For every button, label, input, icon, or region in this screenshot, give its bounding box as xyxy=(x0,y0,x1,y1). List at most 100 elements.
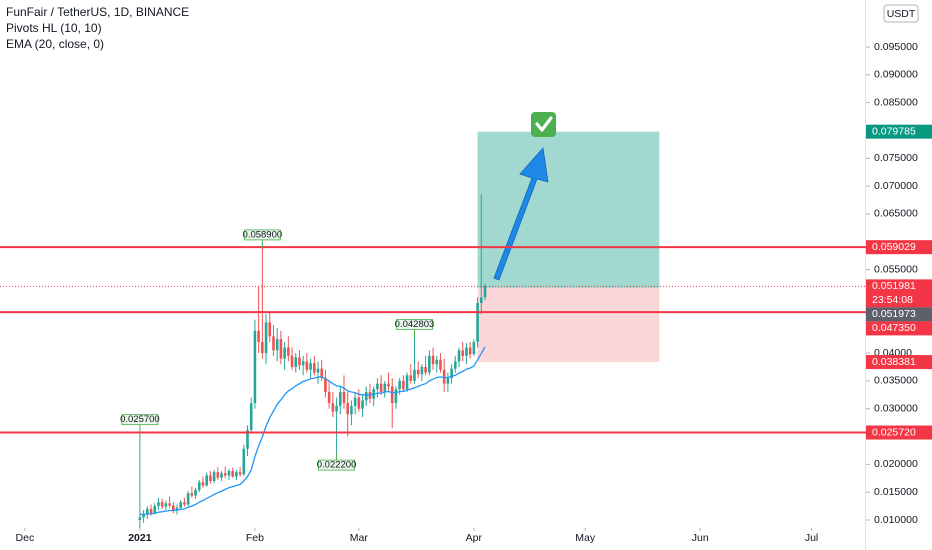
candle-body xyxy=(439,359,442,370)
candle-body xyxy=(142,514,145,518)
candle-body xyxy=(298,357,301,366)
candle-body xyxy=(450,368,453,379)
x-tick-label: Feb xyxy=(246,532,264,544)
x-tick-label: Jul xyxy=(805,532,818,544)
unit-box[interactable] xyxy=(883,4,919,23)
price-tag-label: 0.051973 xyxy=(872,308,916,320)
candle-body xyxy=(238,472,242,475)
pivot-label: 0.042803 xyxy=(395,319,435,330)
candle-body xyxy=(483,286,487,298)
candle-body xyxy=(157,502,160,507)
candle-body xyxy=(272,336,275,351)
candle-body xyxy=(468,347,472,355)
price-tag-label: 0.038381 xyxy=(872,356,916,368)
candle-body xyxy=(465,347,468,356)
candle-body xyxy=(379,383,383,393)
candle-body xyxy=(216,472,220,478)
candle-body xyxy=(331,403,335,412)
price-tag-label: 0.051981 xyxy=(872,280,916,292)
target-zone xyxy=(477,131,660,288)
candle-body xyxy=(209,475,212,482)
pivot-box xyxy=(243,229,281,241)
price-tag xyxy=(866,279,932,308)
candle-body xyxy=(223,473,227,476)
y-tick-label: 0.010000 xyxy=(874,514,918,526)
price-tag xyxy=(866,240,932,255)
candle-body xyxy=(275,339,279,351)
y-tick-label: 0.065000 xyxy=(874,208,918,220)
candle-body xyxy=(194,489,197,496)
price-tag-label: 0.047350 xyxy=(872,322,916,334)
check-mark xyxy=(535,116,553,132)
candle-body xyxy=(287,347,290,356)
candle-body xyxy=(290,355,294,367)
pivot-box xyxy=(396,319,433,330)
price-tag xyxy=(866,321,932,336)
candle-body xyxy=(227,471,231,476)
candle-body xyxy=(312,363,316,373)
candle-body xyxy=(361,400,364,409)
candle-body xyxy=(264,322,268,354)
y-tick-label: 0.055000 xyxy=(874,263,918,275)
candle-body xyxy=(327,392,331,404)
candle-body xyxy=(338,392,342,406)
candle-body xyxy=(428,355,431,373)
candle-body xyxy=(442,369,446,384)
candle-body xyxy=(175,507,179,510)
candle-body xyxy=(301,361,305,366)
price-tag-label: 23:54:08 xyxy=(872,294,913,306)
candle-body xyxy=(190,493,194,496)
candle-body xyxy=(405,375,409,390)
y-tick-label: 0.015000 xyxy=(874,486,918,498)
candle-body xyxy=(461,350,465,356)
y-tick-label: 0.075000 xyxy=(874,152,918,164)
price-tag-label: 0.079785 xyxy=(872,125,916,137)
candle-body xyxy=(398,380,401,390)
candle-body xyxy=(186,493,190,505)
candle-body xyxy=(413,369,416,381)
y-tick-label: 0.020000 xyxy=(874,458,918,470)
candle-body xyxy=(164,503,168,507)
y-tick-label: 0.090000 xyxy=(874,69,918,81)
pivot-label: 0.022200 xyxy=(317,460,357,471)
candle-body xyxy=(160,502,164,507)
y-tick-label: 0.030000 xyxy=(874,402,918,414)
candle-body xyxy=(342,392,346,404)
pivot-label: 0.025700 xyxy=(120,414,160,425)
price-tag-label: 0.025720 xyxy=(872,426,916,438)
candle-body xyxy=(212,472,216,482)
candle-body xyxy=(376,383,379,390)
candle-body xyxy=(231,471,234,477)
candle-body xyxy=(257,330,260,342)
price-tag xyxy=(866,124,932,139)
price-tag xyxy=(866,355,932,370)
candle-body xyxy=(383,383,387,393)
y-tick-label: 0.035000 xyxy=(874,375,918,387)
candle-body xyxy=(353,397,357,406)
candle-body xyxy=(220,473,223,478)
x-tick-label: Jun xyxy=(692,532,709,544)
pivot-label: 0.058900 xyxy=(243,229,283,240)
candle-body xyxy=(431,355,435,365)
candle-body xyxy=(350,405,353,415)
candle-body xyxy=(168,503,171,506)
candle-body xyxy=(364,392,368,401)
candle-body xyxy=(294,357,298,367)
y-unit[interactable]: USDT xyxy=(887,8,916,20)
pivot-box xyxy=(318,459,355,471)
candle-body xyxy=(171,505,175,510)
ema-line xyxy=(139,346,486,516)
candle-body xyxy=(479,297,483,303)
x-tick-label: May xyxy=(575,532,596,544)
candle-body xyxy=(205,475,208,486)
candle-body xyxy=(416,369,420,375)
candle-body xyxy=(283,347,286,359)
candle-body xyxy=(402,380,405,390)
candle-body xyxy=(138,517,142,520)
candle-body xyxy=(435,359,439,365)
x-tick-label: Apr xyxy=(466,532,483,544)
candle-body xyxy=(394,389,398,404)
x-tick-label: Dec xyxy=(16,532,35,544)
candle-body xyxy=(457,350,461,362)
check-icon xyxy=(531,112,556,137)
